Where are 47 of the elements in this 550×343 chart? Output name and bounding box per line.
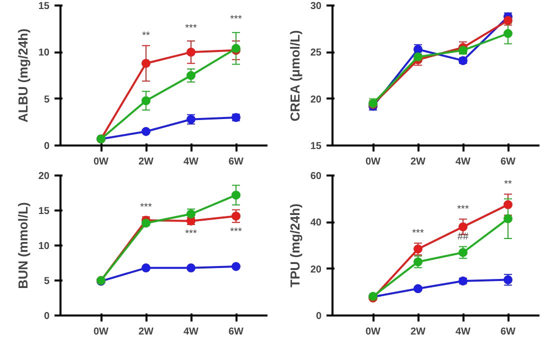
y-tick-label: 30	[310, 1, 322, 12]
x-tick-label: 2W	[138, 156, 154, 168]
x-tick-label: 6W	[500, 156, 516, 168]
y-tick-label: 20	[310, 264, 322, 276]
y-tick-label: 20	[310, 94, 322, 106]
annotation: **	[142, 30, 150, 42]
y-axis-title: ALBU (mg/24h)	[15, 28, 30, 122]
y-tick-label: 25	[310, 48, 322, 59]
y-axis-title: BUN (mmol/L)	[15, 202, 30, 289]
annotation: **	[504, 179, 512, 190]
x-tick-label: 4W	[184, 326, 200, 338]
annotation: ***	[185, 23, 197, 34]
y-tick-label: 10	[38, 48, 50, 59]
x-tick-label: 4W	[184, 156, 200, 168]
annotation: ***	[457, 204, 469, 216]
y-tick-label: 5	[44, 94, 50, 106]
x-tick-label: 6W	[500, 326, 516, 338]
annotation: ***	[230, 14, 242, 25]
annotation: ***	[140, 202, 152, 213]
y-tick-label: 60	[310, 171, 322, 182]
x-tick-label: 0W	[366, 326, 382, 338]
x-tick-label: 2W	[138, 326, 154, 338]
y-tick-label: 0	[44, 311, 50, 322]
y-tick-label: 0	[44, 141, 50, 152]
y-axis-title: TPU (mg/24h)	[287, 204, 302, 288]
annotation: ***	[230, 226, 242, 238]
x-tick-label: 0W	[94, 326, 110, 338]
x-tick-label: 4W	[456, 156, 472, 168]
x-tick-label: 0W	[94, 156, 110, 168]
x-tick-label: 0W	[366, 156, 382, 168]
x-tick-label: 6W	[228, 156, 244, 168]
x-tick-label: 4W	[456, 326, 472, 338]
y-tick-label: 0	[316, 311, 322, 322]
y-tick-label: 15	[310, 141, 322, 152]
x-tick-label: 2W	[410, 326, 426, 338]
x-tick-label: 6W	[228, 326, 244, 338]
annotation: ***	[185, 228, 197, 240]
annotation: ***	[412, 228, 424, 240]
y-tick-label: 20	[38, 171, 50, 182]
y-axis-title: CREA (μmol/L)	[287, 30, 302, 122]
y-tick-label: 5	[44, 276, 50, 287]
x-tick-label: 2W	[410, 156, 426, 168]
y-tick-label: 40	[310, 218, 322, 229]
y-tick-label: 15	[38, 206, 50, 217]
y-tick-label: 10	[38, 241, 50, 252]
annotation: ##	[457, 232, 469, 243]
y-tick-label: 15	[38, 1, 50, 12]
